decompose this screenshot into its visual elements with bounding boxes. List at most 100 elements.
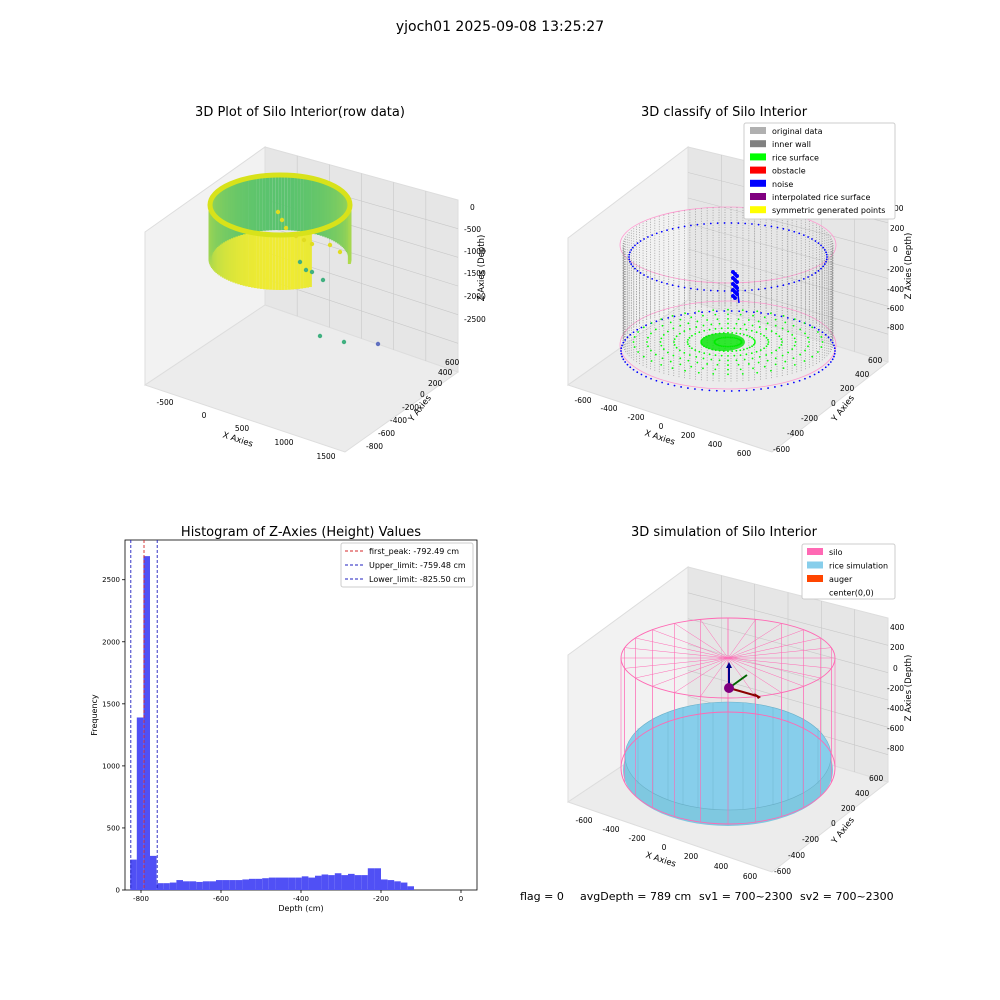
raw-z-tick-label: -500 [464, 225, 481, 234]
sim-z-tick-label: -400 [887, 704, 904, 713]
cls-rice-point [690, 316, 693, 319]
cls-rice-point [792, 324, 795, 327]
cls-rice-point [727, 354, 729, 357]
cls-rice-point [747, 363, 750, 365]
cls-noise-point [788, 229, 790, 232]
cls-noise-point [701, 388, 704, 391]
cls-rice-point [753, 342, 756, 345]
hist-bar [169, 882, 177, 890]
sim-z-tick-label: 400 [890, 623, 905, 632]
cls-noise-point [631, 265, 634, 268]
cls-rice-point [746, 334, 748, 337]
cls-rice-point [759, 349, 762, 352]
legend-swatch [807, 575, 823, 582]
cls-rice-point [731, 331, 734, 334]
cls-noise-point [833, 355, 835, 358]
legend-swatch [750, 193, 766, 200]
panel-classify-x-ticks: -600 -400 -200 0 200 400 600 [574, 396, 751, 458]
silo-roof-line [727, 623, 782, 659]
sim-y-tick-label: -400 [788, 851, 805, 860]
cls-noise-point [629, 333, 632, 336]
cls-noise-point [628, 256, 630, 258]
center-marker [724, 683, 734, 693]
cls-rice-point [778, 346, 781, 349]
cls-noise-point [802, 277, 805, 280]
cls-noise-point [645, 324, 647, 327]
cls-noise-point [782, 227, 785, 230]
cls-noise-point [793, 281, 796, 284]
cls-z-tick-label: -400 [887, 285, 904, 294]
cls-rice-point [718, 359, 721, 362]
legend-swatch [807, 548, 823, 555]
hist-bar [130, 859, 137, 890]
cls-noise-point [660, 230, 663, 233]
cls-rice-point [758, 356, 761, 358]
raw-x-axis-label: X Axies [221, 430, 254, 449]
cls-noise-point [757, 223, 760, 226]
hist-x-ticks: -800 -600 -400 -200 0 [133, 890, 463, 903]
status-sv1: sv1 = 700~2300 [699, 890, 793, 903]
cls-noise-point [621, 344, 623, 347]
cls-rice-point [712, 309, 715, 311]
cls-noise-point [792, 381, 795, 384]
cls-noise-point [629, 251, 631, 254]
cls-rice-point [763, 347, 765, 350]
hist-bar [222, 880, 230, 890]
cls-noise-point [723, 310, 726, 312]
cls-noise-point [770, 286, 773, 289]
cls-noise-point [813, 373, 816, 376]
cls-noise-point [671, 284, 674, 287]
hist-bar [262, 878, 269, 890]
figure-suptitle: yjoch01 2025-09-08 13:25:27 [396, 19, 604, 35]
cls-noise-point [687, 313, 689, 315]
cls-noise-point [673, 315, 676, 318]
raw-x-tick-label: 500 [235, 424, 250, 433]
cls-rice-point [706, 319, 709, 321]
cls-noise-point [811, 274, 813, 276]
cls-rice-point [684, 369, 686, 372]
cls-noise-point [634, 244, 636, 247]
cls-rice-point [727, 364, 729, 366]
cls-x-tick-label: -600 [574, 396, 591, 405]
cls-rice-point [804, 332, 806, 335]
cls-noise-point [825, 260, 827, 263]
grid-line [264, 278, 459, 344]
cls-noise-point [680, 386, 682, 388]
cls-rice-point [763, 316, 766, 319]
cls-rice-point [695, 356, 698, 358]
cls-rice-point [661, 324, 664, 327]
hist-y-tick-label: 1000 [102, 762, 120, 770]
raw-x-tick-label: 0 [202, 411, 207, 420]
raw-z-tick-label: -2500 [464, 315, 486, 324]
cls-rice-point [703, 329, 706, 332]
hist-bar [341, 875, 348, 890]
auger-arrow-x [754, 693, 761, 699]
cls-rice-point [708, 353, 711, 356]
cls-rice-point [807, 336, 809, 339]
cls-y-tick-label: 600 [868, 356, 883, 365]
cls-rice-point [791, 348, 794, 351]
silo-roof-line [674, 657, 729, 693]
cls-rice-point [720, 327, 723, 330]
cls-x-tick-label: 0 [659, 422, 664, 431]
legend-label: obstacle [772, 167, 806, 176]
cls-rice-point [752, 314, 754, 317]
hist-bar [288, 877, 296, 890]
legend-label: original data [772, 127, 823, 136]
cls-rice-point [820, 336, 823, 338]
cls-rice-point [746, 347, 748, 350]
cls-noise-point [632, 368, 635, 371]
cls-rice-point [770, 351, 773, 354]
hist-legend: first_peak: -792.49 cm Upper_limit: -759.… [340, 542, 474, 588]
cls-noise-point [751, 223, 753, 225]
cls-rice-point [765, 354, 768, 356]
cls-rice-point [661, 357, 664, 360]
cls-rice-point [793, 344, 796, 347]
hist-bar [268, 877, 276, 890]
cls-noise-point [708, 310, 711, 313]
cls-rice-point [654, 328, 657, 331]
cls-rice-point [671, 314, 674, 317]
hist-x-tick-label: -600 [213, 895, 229, 903]
cls-rice-point [816, 331, 819, 333]
cls-noise-point [821, 368, 824, 371]
